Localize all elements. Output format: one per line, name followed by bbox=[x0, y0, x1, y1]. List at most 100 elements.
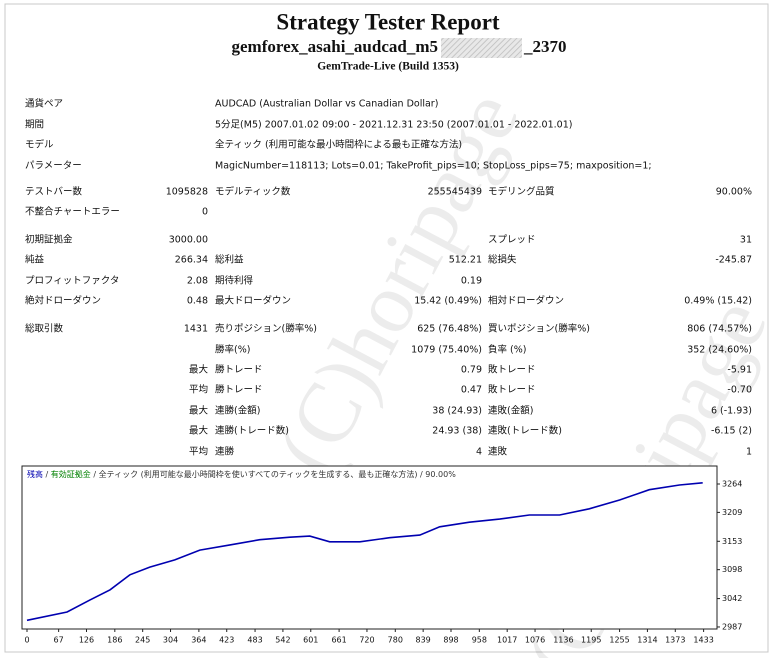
stat-value: 最大 bbox=[189, 405, 209, 417]
stat-value: 90.00% bbox=[716, 187, 752, 198]
balance-line bbox=[26, 482, 703, 622]
y-tick-label: 3042 bbox=[722, 594, 742, 603]
report-subtitle: _2370 bbox=[523, 37, 567, 56]
stat-value: 平均 bbox=[189, 446, 208, 458]
stat-value: 2.08 bbox=[187, 276, 208, 287]
stat-value: 512.21 bbox=[449, 255, 482, 266]
stat-value: 24.93 (38) bbox=[432, 426, 482, 437]
x-tick-label: 898 bbox=[443, 636, 458, 645]
x-tick-label: 0 bbox=[24, 636, 29, 645]
stat-label: スプレッド bbox=[488, 235, 536, 246]
x-tick-label: 423 bbox=[219, 636, 234, 645]
x-tick-label: 839 bbox=[416, 636, 431, 645]
x-tick-label: 1195 bbox=[581, 636, 601, 645]
info-value: 5分足(M5) 2007.01.02 09:00 - 2021.12.31 23… bbox=[215, 120, 572, 131]
stat-label: 勝トレード bbox=[215, 384, 263, 396]
info-label: パラメーター bbox=[25, 161, 82, 172]
stat-label: プロフィットファクタ bbox=[25, 276, 119, 287]
stat-value: -6.15 (2) bbox=[711, 426, 752, 437]
info-value: AUDCAD (Australian Dollar vs Canadian Do… bbox=[215, 99, 438, 110]
stat-value: 0.48 bbox=[187, 296, 208, 307]
stat-label: 絶対ドローダウン bbox=[25, 295, 101, 307]
x-tick-label: 958 bbox=[472, 636, 487, 645]
build-info: GemTrade-Live (Build 1353) bbox=[317, 61, 459, 73]
stat-value: 4 bbox=[476, 447, 482, 458]
x-tick-label: 67 bbox=[54, 636, 64, 645]
stat-value: 1079 (75.40%) bbox=[411, 345, 482, 356]
stat-value: 平均 bbox=[189, 384, 208, 396]
legend-entry: 残高 bbox=[27, 469, 43, 479]
stat-value: 1 bbox=[746, 447, 752, 458]
plot-frame bbox=[21, 465, 718, 630]
stat-value: 0.19 bbox=[461, 276, 482, 287]
stat-value: -5.91 bbox=[727, 365, 752, 376]
x-tick-label: 601 bbox=[303, 636, 318, 645]
stat-label: 相対ドローダウン bbox=[488, 295, 564, 307]
y-tick-label: 3098 bbox=[722, 565, 742, 574]
legend-entry: 有効証拠金 bbox=[51, 469, 91, 479]
x-tick-label: 245 bbox=[135, 636, 150, 645]
report-title: Strategy Tester Report bbox=[276, 9, 499, 34]
legend-entry: / bbox=[43, 470, 51, 479]
stat-value: 31 bbox=[740, 235, 752, 246]
stat-label: 総損失 bbox=[488, 254, 517, 266]
y-tick-label: 2987 bbox=[722, 622, 742, 631]
stat-label: 勝トレード bbox=[215, 364, 263, 376]
stat-value: 806 (74.57%) bbox=[687, 324, 752, 335]
stat-value: 625 (76.48%) bbox=[417, 324, 482, 335]
stat-label: テストバー数 bbox=[25, 186, 83, 198]
x-tick-label: 483 bbox=[247, 636, 262, 645]
x-tick-label: 542 bbox=[275, 636, 290, 645]
stats-table: 通貨ペア AUDCAD (Australian Dollar vs Canadia… bbox=[25, 98, 752, 458]
stat-label: 連敗(金額) bbox=[488, 405, 533, 417]
stat-label: 総利益 bbox=[215, 254, 244, 266]
x-tick-label: 304 bbox=[163, 636, 178, 645]
x-tick-label: 1373 bbox=[665, 636, 685, 645]
report-subtitle: gemforex_asahi_audcad_m5 bbox=[231, 37, 438, 56]
x-tick-label: 186 bbox=[107, 636, 122, 645]
stat-value: 1431 bbox=[184, 324, 208, 335]
x-tick-label: 1136 bbox=[553, 636, 573, 645]
stat-value: 352 (24.60%) bbox=[687, 345, 752, 356]
stat-label: 敗トレード bbox=[488, 364, 536, 376]
stat-value: 1095828 bbox=[166, 187, 208, 198]
stat-value: -0.70 bbox=[727, 385, 752, 396]
x-tick-label: 780 bbox=[388, 636, 403, 645]
stat-value: 0.49% (15.42) bbox=[684, 296, 752, 307]
stat-label: 売りポジション(勝率%) bbox=[215, 323, 317, 335]
stat-label: 総取引数 bbox=[25, 323, 64, 335]
stat-value: 最大 bbox=[189, 364, 209, 376]
stat-label: モデリング品質 bbox=[488, 186, 555, 198]
balance-chart: 残高 / 有効証拠金 / 全ティック (利用可能な最小時間枠を使いすべてのティッ… bbox=[21, 465, 742, 645]
stat-value: 0.47 bbox=[461, 385, 482, 396]
stat-label: 敗トレード bbox=[488, 384, 536, 396]
stat-label: 初期証拠金 bbox=[25, 234, 73, 246]
x-tick-label: 1433 bbox=[693, 636, 713, 645]
x-tick-label: 1017 bbox=[497, 636, 517, 645]
x-tick-label: 720 bbox=[359, 636, 374, 645]
stat-label: 最大ドローダウン bbox=[215, 295, 291, 307]
stat-label: 連敗(トレード数) bbox=[488, 425, 562, 437]
stat-value: 38 (24.93) bbox=[432, 406, 482, 417]
stat-label: 連勝(トレード数) bbox=[215, 425, 289, 437]
info-value: 全ティック (利用可能な最小時間枠による最も正確な方法) bbox=[215, 139, 462, 151]
x-tick-label: 1076 bbox=[525, 636, 545, 645]
stat-value: 最大 bbox=[189, 425, 209, 437]
legend-entry: / bbox=[418, 470, 426, 479]
stat-value: -245.87 bbox=[715, 255, 752, 266]
x-tick-label: 661 bbox=[331, 636, 346, 645]
x-tick-label: 126 bbox=[79, 636, 94, 645]
stat-label: 買いポジション(勝率%) bbox=[488, 323, 590, 335]
stat-label: 連勝 bbox=[215, 446, 235, 458]
stat-label: 勝率(%) bbox=[215, 344, 250, 356]
info-label: 通貨ペア bbox=[25, 98, 63, 110]
x-tick-label: 1255 bbox=[609, 636, 629, 645]
info-label: モデル bbox=[25, 139, 54, 151]
stat-value: 15.42 (0.49%) bbox=[414, 296, 482, 307]
stat-label: 不整合チャートエラー bbox=[25, 206, 120, 218]
legend-entry: / bbox=[91, 470, 99, 479]
legend-entry: 全ティック (利用可能な最小時間枠を使いすべてのティックを生成する、最も正確な方… bbox=[99, 469, 418, 479]
stat-value: 266.34 bbox=[175, 255, 208, 266]
y-tick-label: 3264 bbox=[722, 480, 742, 489]
